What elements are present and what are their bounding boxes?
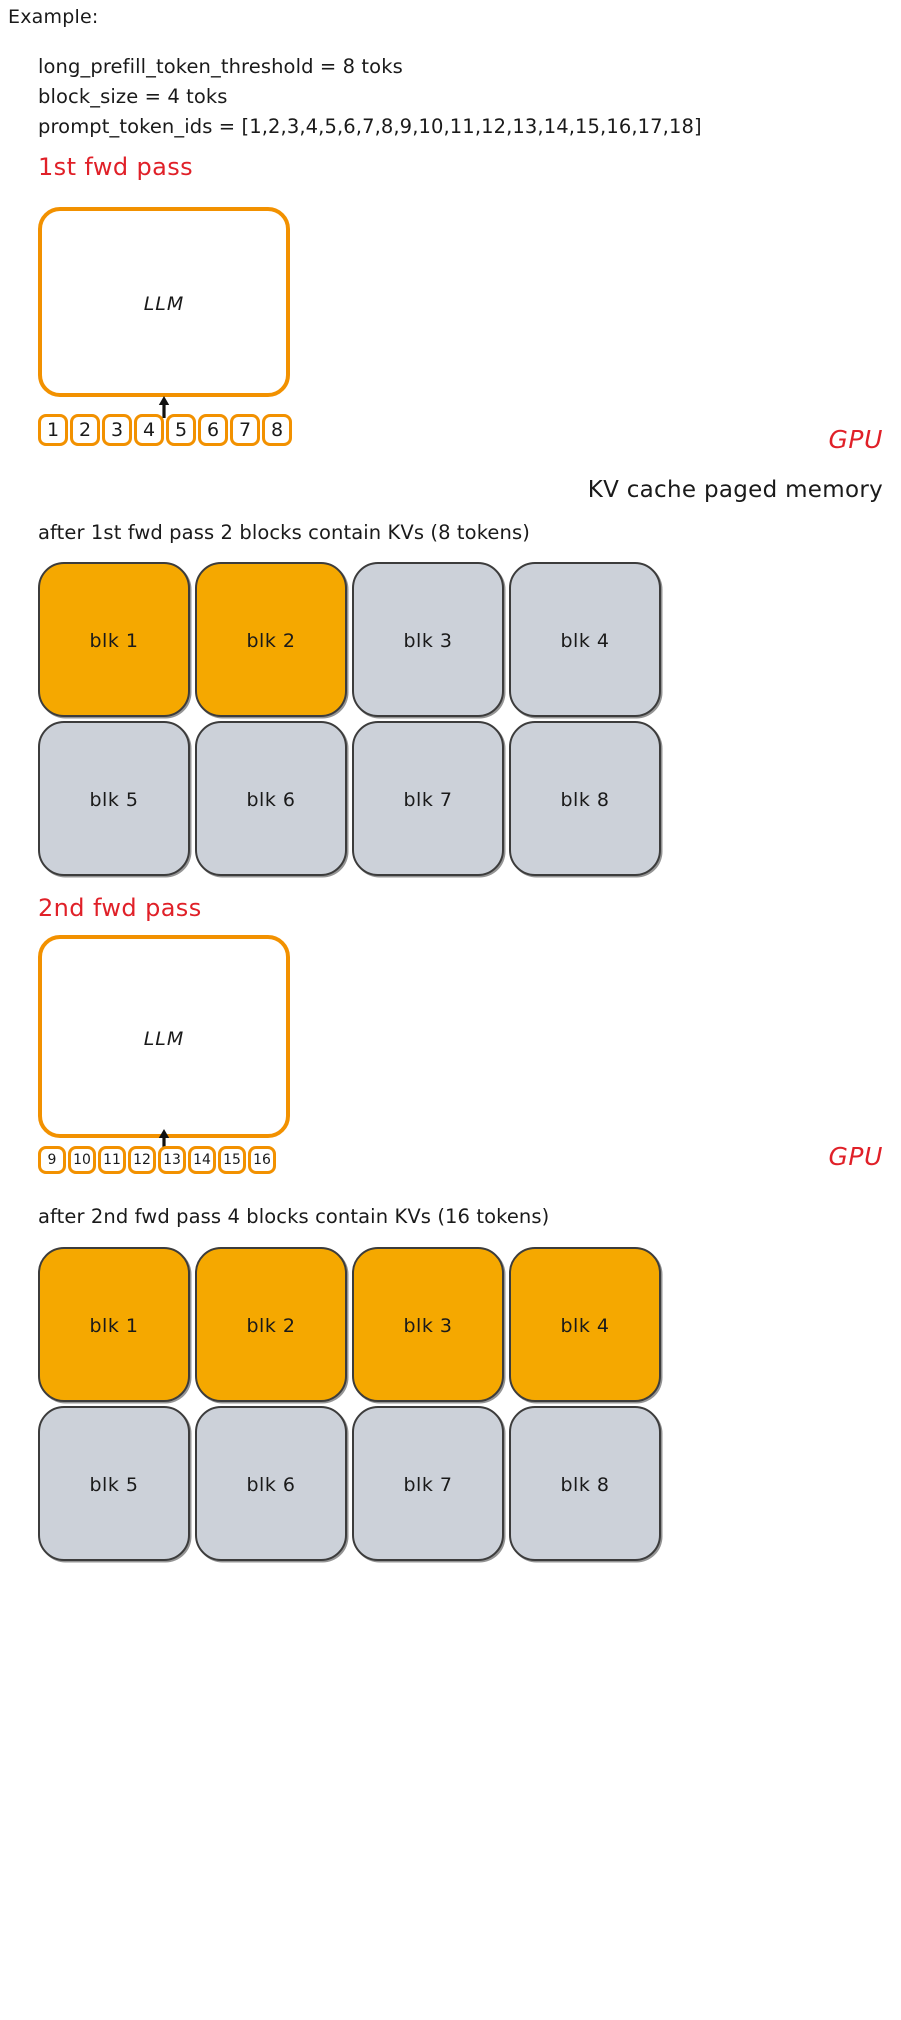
kv-block: blk 2 bbox=[195, 562, 347, 717]
code-line-threshold: long_prefill_token_threshold = 8 toks bbox=[38, 55, 403, 78]
kv-block-label: blk 6 bbox=[246, 1473, 296, 1496]
kv-block: blk 5 bbox=[38, 1406, 190, 1561]
token-box: 14 bbox=[188, 1146, 216, 1174]
kv-block-label: blk 7 bbox=[403, 788, 453, 811]
kv-block: blk 7 bbox=[352, 721, 504, 876]
token-box: 11 bbox=[98, 1146, 126, 1174]
kv-block-label: blk 1 bbox=[89, 1314, 139, 1337]
example-label: Example: bbox=[8, 6, 99, 28]
token-box: 16 bbox=[248, 1146, 276, 1174]
token-box: 12 bbox=[128, 1146, 156, 1174]
kv-block: blk 3 bbox=[352, 562, 504, 717]
pass1-gpu-label: GPU bbox=[828, 425, 883, 454]
kv-block-label: blk 4 bbox=[560, 629, 610, 652]
pass2-llm-label: LLM bbox=[143, 1027, 185, 1050]
token-box: 9 bbox=[38, 1146, 66, 1174]
kv-caption-pass1: after 1st fwd pass 2 blocks contain KVs … bbox=[38, 521, 530, 544]
kv-block: blk 7 bbox=[352, 1406, 504, 1561]
kv-block-label: blk 2 bbox=[246, 629, 296, 652]
token-box: 8 bbox=[262, 414, 292, 446]
kv-block: blk 5 bbox=[38, 721, 190, 876]
token-box: 10 bbox=[68, 1146, 96, 1174]
pass2-gpu-label: GPU bbox=[828, 1142, 883, 1171]
kv-block-label: blk 5 bbox=[89, 1473, 139, 1496]
kv-cache-title: KV cache paged memory bbox=[587, 477, 883, 503]
kv-block-grid-pass1: blk 1 blk 2 blk 3 blk 4 blk 5 blk 6 blk … bbox=[38, 562, 661, 876]
code-line-block-size: block_size = 4 toks bbox=[38, 85, 228, 108]
kv-block-label: blk 4 bbox=[560, 1314, 610, 1337]
code-line-prompt-token-ids: prompt_token_ids = [1,2,3,4,5,6,7,8,9,10… bbox=[38, 115, 702, 138]
pass1-llm-label: LLM bbox=[143, 293, 185, 315]
kv-block: blk 6 bbox=[195, 721, 347, 876]
kv-block: blk 2 bbox=[195, 1247, 347, 1402]
kv-block: blk 1 bbox=[38, 1247, 190, 1402]
kv-block: blk 8 bbox=[509, 1406, 661, 1561]
kv-block-label: blk 3 bbox=[403, 1314, 453, 1337]
kv-block: blk 8 bbox=[509, 721, 661, 876]
kv-block-label: blk 3 bbox=[403, 629, 453, 652]
token-box: 7 bbox=[230, 414, 260, 446]
kv-block-grid-pass2: blk 1 blk 2 blk 3 blk 4 blk 5 blk 6 blk … bbox=[38, 1247, 661, 1561]
pass2-llm-box: LLM bbox=[38, 935, 290, 1138]
kv-block: blk 6 bbox=[195, 1406, 347, 1561]
kv-block: blk 4 bbox=[509, 562, 661, 717]
token-box: 1 bbox=[38, 414, 68, 446]
kv-block-label: blk 7 bbox=[403, 1473, 453, 1496]
kv-block-label: blk 8 bbox=[560, 788, 610, 811]
pass1-title: 1st fwd pass bbox=[38, 153, 194, 181]
pass2-token-strip: 9 10 11 12 13 14 15 16 bbox=[38, 1146, 276, 1174]
arrow-up-icon bbox=[157, 396, 171, 418]
kv-block: blk 4 bbox=[509, 1247, 661, 1402]
kv-block-label: blk 2 bbox=[246, 1314, 296, 1337]
kv-block-label: blk 5 bbox=[89, 788, 139, 811]
token-box: 3 bbox=[102, 414, 132, 446]
pass1-token-strip: 1 2 3 4 5 6 7 8 bbox=[38, 414, 292, 446]
kv-block: blk 1 bbox=[38, 562, 190, 717]
kv-block-label: blk 1 bbox=[89, 629, 139, 652]
kv-block-label: blk 6 bbox=[246, 788, 296, 811]
token-box: 5 bbox=[166, 414, 196, 446]
token-box: 15 bbox=[218, 1146, 246, 1174]
pass1-llm-box: LLM bbox=[38, 207, 290, 397]
kv-block-label: blk 8 bbox=[560, 1473, 610, 1496]
token-box: 6 bbox=[198, 414, 228, 446]
pass2-title: 2nd fwd pass bbox=[38, 894, 202, 922]
kv-caption-pass2: after 2nd fwd pass 4 blocks contain KVs … bbox=[38, 1205, 550, 1228]
kv-block: blk 3 bbox=[352, 1247, 504, 1402]
token-box: 4 bbox=[134, 414, 164, 446]
token-box: 2 bbox=[70, 414, 100, 446]
token-box: 13 bbox=[158, 1146, 186, 1174]
